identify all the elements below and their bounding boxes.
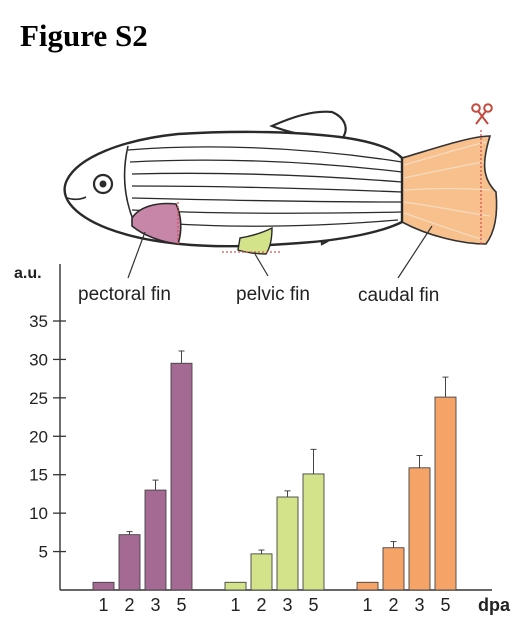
y-tick-label: 15	[29, 466, 48, 485]
caudal-fin	[401, 135, 498, 245]
figure-title: Figure S2	[20, 18, 148, 53]
y-ticks: 5 10 15 20 25 30 35	[29, 312, 66, 562]
zebrafish-illustration: pectoral fin pelvic fin caudal fin	[63, 103, 498, 306]
y-tick-label: 10	[29, 504, 48, 523]
x-tick-label: 3	[282, 595, 292, 615]
caudal-fin-label: caudal fin	[358, 285, 439, 306]
bar	[118, 534, 141, 591]
x-tick-label: 3	[150, 595, 160, 615]
bar	[92, 581, 115, 591]
bar	[434, 396, 457, 591]
y-tick-label: 25	[29, 389, 48, 408]
x-tick-label: 2	[124, 595, 134, 615]
pelvic-fin-label: pelvic fin	[236, 284, 310, 305]
x-tick-label: 5	[176, 595, 186, 615]
y-tick-label: 30	[29, 350, 48, 369]
x-axis-label: dpa	[478, 595, 511, 615]
operculum	[123, 145, 135, 223]
x-tick-label: 1	[230, 595, 240, 615]
x-tick-label: 5	[440, 595, 450, 615]
x-tick-label: 3	[414, 595, 424, 615]
y-tick-label: 35	[29, 312, 48, 331]
bar	[408, 467, 431, 591]
x-tick-label: 1	[362, 595, 372, 615]
y-axis-label: a.u.	[14, 265, 42, 282]
x-tick-label: 1	[98, 595, 108, 615]
scissors-icon	[471, 103, 493, 125]
pectoral-leader	[127, 231, 146, 279]
bar	[224, 581, 247, 591]
bar	[382, 547, 405, 591]
bar	[250, 553, 273, 591]
bar	[144, 489, 167, 591]
y-tick-label: 5	[39, 543, 48, 562]
y-tick-label: 20	[29, 427, 48, 446]
eye-pupil	[99, 180, 107, 188]
bar	[170, 362, 193, 591]
pelvic-leader	[254, 253, 269, 277]
fish-body	[63, 130, 404, 248]
pectoral-fin-label: pectoral fin	[78, 284, 171, 305]
x-tick-label: 2	[388, 595, 398, 615]
x-tick-label: 2	[256, 595, 266, 615]
bar	[302, 473, 325, 591]
bar	[356, 581, 379, 591]
x-tick-label: 5	[308, 595, 318, 615]
caudal-leader	[397, 225, 433, 279]
mouth	[66, 196, 87, 201]
bars	[92, 350, 457, 591]
bar	[276, 496, 299, 591]
